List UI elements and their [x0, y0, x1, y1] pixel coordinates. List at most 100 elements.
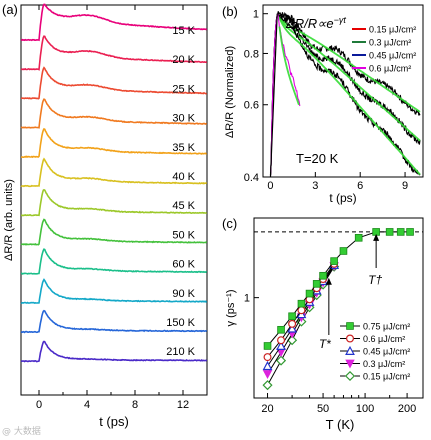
panel-c: (c) 20 50 100 200 1 T* T† 0.75 μJ/cm² 0.6 μJ/…: [222, 216, 424, 432]
x-tick-label: 3: [312, 180, 318, 192]
panel-c-data: [262, 228, 414, 391]
legend-entry: 0.15 μJ/cm²: [369, 25, 416, 35]
fit-line-0.45: [278, 17, 421, 176]
x-tick-label: 12: [177, 399, 189, 411]
trace-210-K: [20, 340, 208, 363]
point-square: [346, 322, 354, 330]
trace-35-K: [21, 127, 207, 159]
trace-label-150-K: 150 K: [166, 317, 195, 329]
tstar-arrowhead: [325, 277, 332, 285]
point-diamond: [276, 355, 287, 366]
panel-a-label: (a): [2, 2, 18, 17]
x-tick-label: 0: [267, 180, 273, 192]
point-triangle: [262, 360, 273, 371]
panel-b-x-ticks: 0 3 6 9: [267, 172, 408, 192]
legend-entry: 0.15 μJ/cm²: [363, 372, 410, 382]
x-tick-label: 4: [84, 399, 90, 411]
panel-b-legend: 0.15 μJ/cm² 0.3 μJ/cm² 0.45 μJ/cm² 0.6 μJ/c…: [352, 25, 416, 74]
point-circle: [346, 334, 355, 343]
point-down-triangle: [345, 359, 355, 369]
panel-b-ylabel: ΔR/R (Normalized): [224, 46, 236, 138]
panel-b: (b) 0.4 0.6 0.8 1 0 3 6 9 ΔR/R∝e−γt 0.15 μJ/cm…: [222, 4, 424, 205]
watermark: @ 大数据: [2, 427, 41, 437]
trace-40-K: [20, 157, 208, 188]
trace-45-K: [20, 188, 208, 217]
panel-c-x-ticks: 20 50 100 200: [261, 393, 416, 415]
panel-b-label: (b): [222, 4, 238, 19]
point-triangle: [345, 345, 355, 355]
trace-20-K: [20, 35, 207, 71]
decay-trace-0.3: [269, 11, 421, 176]
trace-label-60-K: 60 K: [172, 259, 195, 271]
decay-trace-0.45: [269, 11, 421, 176]
point-square: [385, 228, 394, 236]
point-square: [312, 280, 321, 288]
point-circle: [297, 306, 306, 315]
x-tick-label: 200: [398, 403, 416, 415]
panel-a-x-ticks: 0 4 8 12: [36, 5, 189, 411]
panel-c-ylabel: γ (ps⁻¹): [225, 290, 237, 327]
x-tick-label: 0: [36, 399, 42, 411]
trace-label-40-K: 40 K: [172, 171, 195, 183]
y-tick-label: 0.6: [244, 100, 259, 112]
legend-entry: 0.75 μJ/cm²: [363, 322, 410, 332]
legend-entry: 0.6 μJ/cm²: [369, 64, 411, 74]
point-square: [339, 247, 348, 255]
panel-b-frame: [262, 4, 424, 178]
y-tick-label: 0.4: [244, 172, 259, 184]
trace-label-30-K: 30 K: [172, 113, 195, 125]
y-tick-label: 1: [253, 9, 259, 21]
x-tick-label: 9: [402, 180, 408, 192]
trace-60-K: [20, 248, 208, 275]
point-square: [319, 271, 327, 280]
panel-c-xlabel: T (K): [326, 417, 355, 432]
x-tick-label: 20: [261, 403, 273, 415]
tstar-label: T*: [319, 337, 331, 351]
decay-trace-0.6: [269, 13, 301, 176]
trace-150-K: [20, 309, 208, 334]
panel-c-label: (c): [222, 216, 237, 231]
tdagger-label: T†: [368, 273, 382, 287]
trace-label-20-K: 20 K: [172, 54, 195, 66]
panel-c-y-ticks: 1: [244, 293, 259, 305]
point-square: [330, 257, 338, 265]
trace-label-35-K: 35 K: [172, 142, 195, 154]
panel-a-frame: [20, 4, 208, 396]
legend-entry: 0.3 μJ/cm²: [363, 359, 405, 369]
panel-b-annotation: T=20 K: [296, 151, 339, 166]
rise-edge: [269, 13, 278, 178]
point-triangle: [276, 340, 286, 350]
x-tick-label: 50: [317, 403, 329, 415]
trace-label-90-K: 90 K: [172, 288, 195, 300]
x-tick-label: 100: [356, 403, 374, 415]
point-square: [263, 342, 272, 350]
panel-c-frame: [253, 217, 424, 399]
panel-a-ylabel: ΔR/R (arb. units): [3, 179, 15, 261]
tdagger-arrowhead: [373, 233, 380, 241]
trace-50-K: [20, 218, 208, 246]
trace-label-50-K: 50 K: [172, 229, 195, 241]
point-square: [396, 228, 405, 236]
trace-25-K: [21, 66, 207, 100]
panel-c-legend: 0.75 μJ/cm² 0.6 μJ/cm² 0.45 μJ/cm² 0.3 μJ/c…: [340, 322, 410, 382]
point-circle: [277, 336, 286, 345]
point-circle: [288, 319, 297, 328]
fit-line-0.6: [278, 26, 300, 106]
point-diamond: [344, 370, 356, 382]
panel-b-y-ticks: 0.4 0.6 0.8 1: [244, 9, 268, 184]
panel-a-trace-labels: 15 K 20 K 25 K 30 K 35 K 40 K 45 K 50 K 60 K 90 K…: [166, 25, 195, 358]
point-down-triangle: [262, 370, 273, 379]
y-tick-label: 1: [244, 293, 250, 305]
legend-entry: 0.3 μJ/cm²: [369, 38, 411, 48]
point-circle: [263, 353, 272, 362]
decay-trace-0.15: [269, 12, 421, 176]
point-square: [354, 234, 363, 242]
panel-a: (a) 15 K 20 K 25 K 30 K 35 K 40 K 45 K 50 K 60 K…: [2, 2, 208, 429]
trace-label-25-K: 25 K: [172, 83, 195, 95]
point-diamond: [262, 380, 273, 391]
trace-15-K: [20, 3, 208, 42]
panel-b-xlabel: t (ps): [329, 191, 356, 205]
trace-30-K: [20, 98, 207, 129]
point-square: [288, 312, 296, 321]
